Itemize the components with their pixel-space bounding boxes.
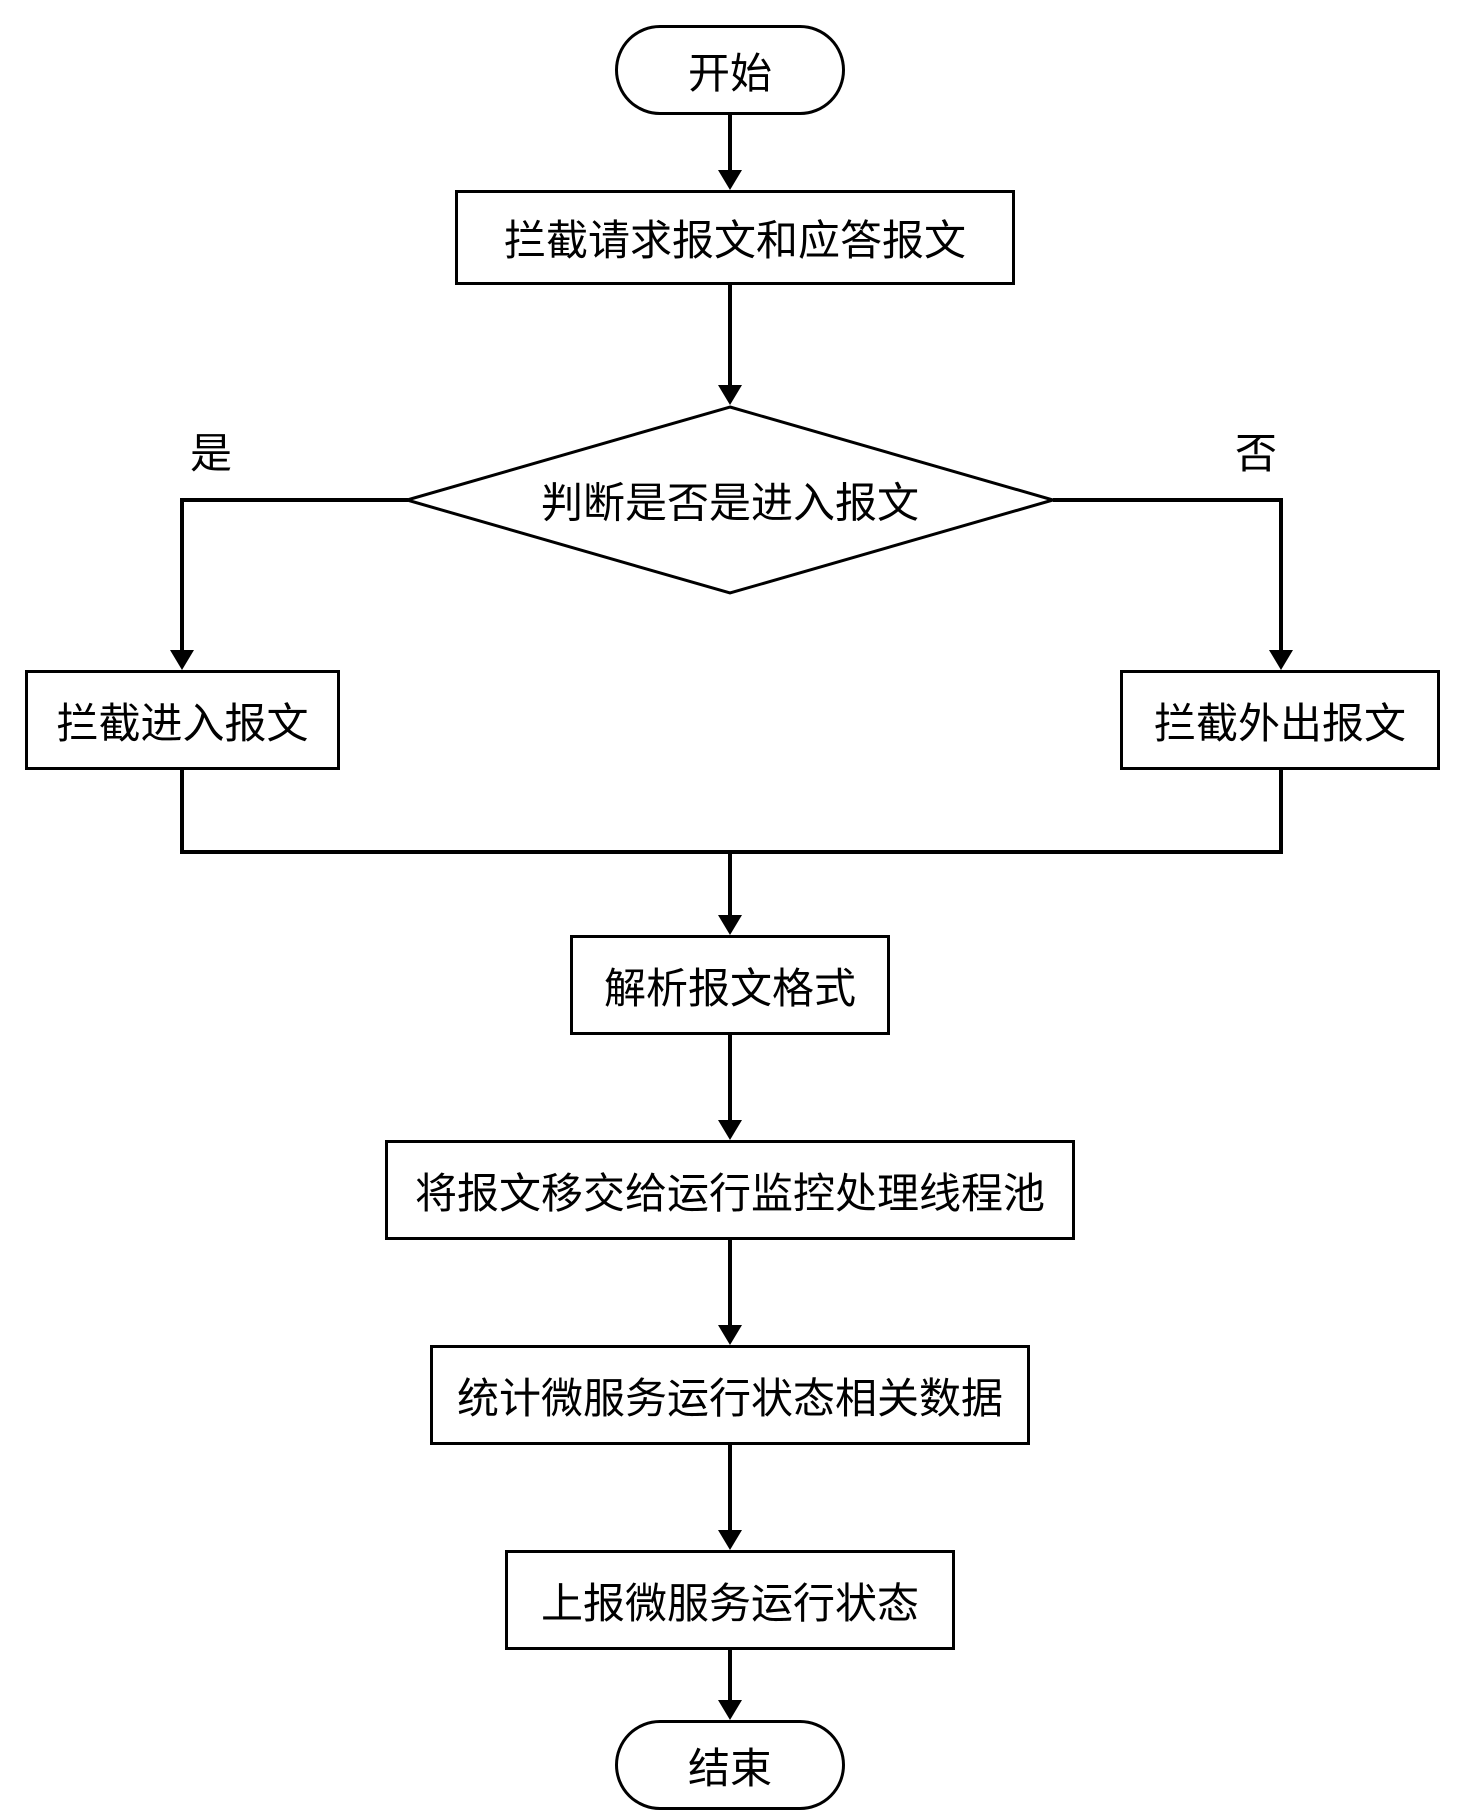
edge-decision-left-v xyxy=(180,498,184,653)
arrowhead xyxy=(718,385,742,405)
stats-node: 统计微服务运行状态相关数据 xyxy=(430,1345,1030,1445)
edge-intercept-decision xyxy=(728,285,732,388)
end-label: 结束 xyxy=(688,1735,772,1796)
intercept-node: 拦截请求报文和应答报文 xyxy=(455,190,1015,285)
edge-report-end xyxy=(728,1650,732,1703)
parse-node: 解析报文格式 xyxy=(570,935,890,1035)
arrowhead xyxy=(718,1530,742,1550)
handoff-label: 将报文移交给运行监控处理线程池 xyxy=(415,1160,1045,1221)
stats-label: 统计微服务运行状态相关数据 xyxy=(457,1365,1003,1426)
start-node: 开始 xyxy=(615,25,845,115)
arrowhead xyxy=(718,1120,742,1140)
intercept-out-label: 拦截外出报文 xyxy=(1154,690,1406,751)
arrowhead xyxy=(170,650,194,670)
edge-start-intercept xyxy=(728,115,732,173)
arrowhead xyxy=(718,915,742,935)
edge-out-down xyxy=(1279,770,1283,850)
edge-decision-right-v xyxy=(1279,498,1283,653)
decision-node: 判断是否是进入报文 xyxy=(405,405,1055,595)
edge-in-down xyxy=(180,770,184,850)
start-label: 开始 xyxy=(688,40,772,101)
arrowhead xyxy=(718,1325,742,1345)
end-node: 结束 xyxy=(615,1720,845,1810)
arrowhead xyxy=(718,170,742,190)
intercept-label: 拦截请求报文和应答报文 xyxy=(504,207,966,268)
intercept-out-node: 拦截外出报文 xyxy=(1120,670,1440,770)
arrowhead xyxy=(718,1700,742,1720)
arrowhead xyxy=(1269,650,1293,670)
edge-handoff-stats xyxy=(728,1240,732,1328)
intercept-in-node: 拦截进入报文 xyxy=(25,670,340,770)
no-label: 否 xyxy=(1235,420,1277,481)
report-node: 上报微服务运行状态 xyxy=(505,1550,955,1650)
yes-label: 是 xyxy=(190,420,232,481)
edge-stats-report xyxy=(728,1445,732,1533)
edge-parse-handoff xyxy=(728,1035,732,1123)
handoff-node: 将报文移交给运行监控处理线程池 xyxy=(385,1140,1075,1240)
report-label: 上报微服务运行状态 xyxy=(541,1570,919,1631)
edge-decision-left-h xyxy=(180,498,408,502)
edge-decision-right-h xyxy=(1053,498,1283,502)
parse-label: 解析报文格式 xyxy=(604,955,856,1016)
decision-label: 判断是否是进入报文 xyxy=(541,482,919,528)
edge-merge-down xyxy=(728,850,732,918)
intercept-in-label: 拦截进入报文 xyxy=(56,690,308,751)
